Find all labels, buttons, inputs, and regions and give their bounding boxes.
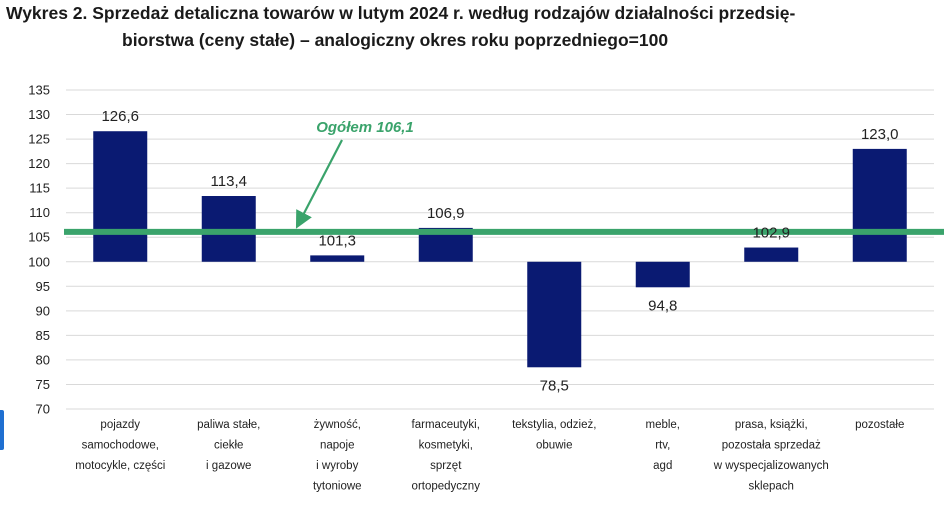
category-label: agd <box>653 460 672 472</box>
chart-title-line-1: Wykres 2. Sprzedaż detaliczna towarów w … <box>6 3 796 23</box>
bars <box>93 131 907 368</box>
category-label: samochodowe, <box>82 440 159 452</box>
data-label: 123,0 <box>861 126 899 143</box>
data-label: 78,5 <box>540 377 569 394</box>
category-label: prasa, książki, <box>735 419 808 431</box>
y-tick-label: 125 <box>28 132 50 147</box>
y-tick-label: 100 <box>28 254 50 269</box>
chart-title-line-2: biorstwa (ceny stałe) – analogiczny okre… <box>122 30 669 50</box>
category-label: żywność, <box>314 419 361 431</box>
data-label: 113,4 <box>211 173 247 190</box>
data-label: 106,9 <box>427 205 465 222</box>
chart-title: Wykres 2. Sprzedaż detaliczna towarów w … <box>0 0 948 54</box>
reference-arrow <box>295 139 343 229</box>
y-tick-label: 70 <box>36 402 50 417</box>
bar <box>852 148 907 262</box>
y-tick-label: 115 <box>29 181 50 196</box>
y-tick-label: 80 <box>36 352 50 367</box>
category-label: meble, <box>645 419 680 431</box>
bar <box>93 131 148 262</box>
reference-line-label: Ogółem 106,1 <box>316 119 414 136</box>
category-label: i wyroby <box>316 460 358 472</box>
data-label: 101,3 <box>318 232 356 249</box>
category-label: pozostałe <box>855 419 904 431</box>
category-label: sklepach <box>749 481 794 493</box>
category-label: i gazowe <box>206 460 251 472</box>
y-tick-label: 75 <box>36 377 50 392</box>
y-tick-label: 105 <box>28 230 50 245</box>
y-tick-label: 95 <box>36 279 50 294</box>
bar <box>527 261 582 368</box>
data-label: 102,9 <box>752 225 790 242</box>
category-label: rtv, <box>655 440 670 452</box>
y-tick-label: 135 <box>28 83 50 98</box>
category-label: sprzęt <box>430 460 462 472</box>
category-label: pozostała sprzedaż <box>722 440 821 452</box>
data-label: 126,6 <box>101 108 139 125</box>
category-labels: pojazdy samochodowe, motocykle, części pali… <box>75 419 904 493</box>
window-edge-tab <box>0 410 4 450</box>
category-label: obuwie <box>536 440 572 452</box>
bar <box>310 255 365 262</box>
reference-line-group: Ogółem 106,1 <box>64 119 944 235</box>
y-tick-label: 120 <box>28 156 50 171</box>
category-label: pojazdy <box>100 419 140 431</box>
y-tick-label: 110 <box>29 205 50 220</box>
data-labels: 126,6 113,4 101,3 106,9 78,5 94,8 102,9 123,0 <box>101 108 898 394</box>
category-label: tytoniowe <box>313 481 362 493</box>
y-axis-ticks: 70 75 80 85 90 95 100 105 110 115 120 125 130 135 <box>28 83 50 417</box>
category-label: napoje <box>320 440 355 452</box>
category-label: ortopedyczny <box>412 481 481 493</box>
gridlines <box>66 89 934 410</box>
category-label: motocykle, części <box>75 460 165 472</box>
y-tick-label: 90 <box>36 303 50 318</box>
y-tick-label: 130 <box>28 107 50 122</box>
category-label: ciekłe <box>214 440 243 452</box>
category-label: paliwa stałe, <box>197 419 260 431</box>
category-label: tekstylia, odzież, <box>512 419 596 431</box>
bar <box>744 247 799 262</box>
data-label: 94,8 <box>648 297 677 314</box>
category-label: w wyspecjalizowanych <box>713 460 829 472</box>
category-label: farmaceutyki, <box>412 419 480 431</box>
y-tick-label: 85 <box>36 328 50 343</box>
bar <box>635 261 690 288</box>
category-label: kosmetyki, <box>419 440 473 452</box>
